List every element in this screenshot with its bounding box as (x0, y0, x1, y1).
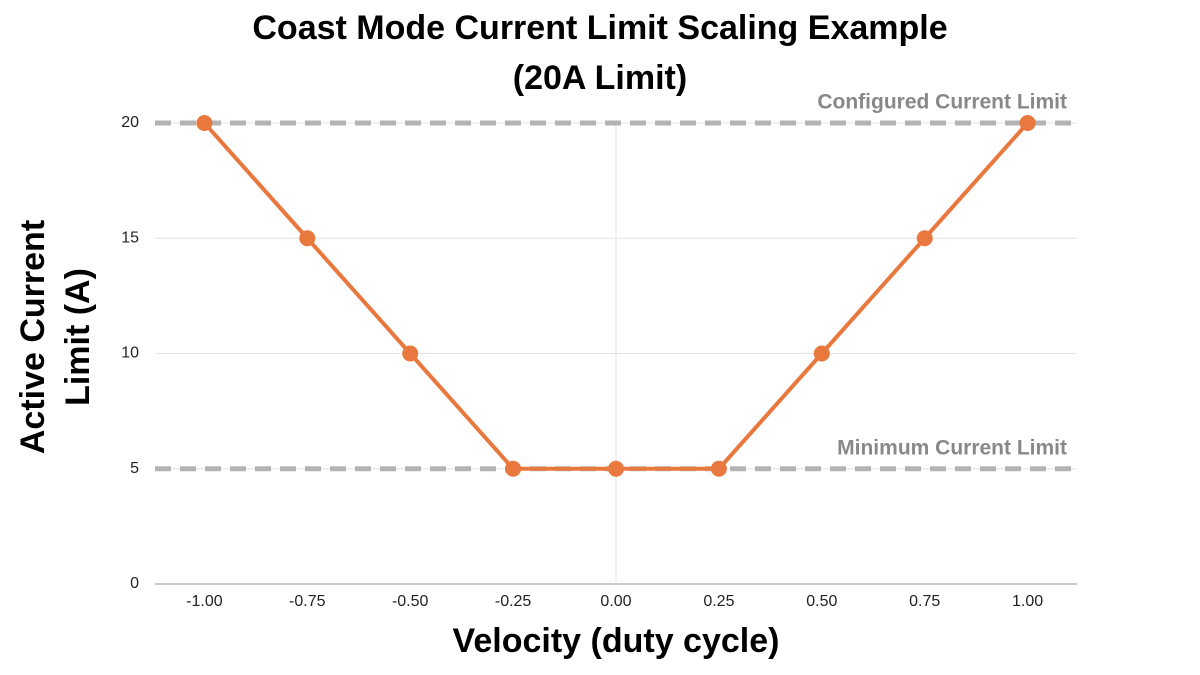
chart-title: Coast Mode Current Limit Scaling Example (252, 9, 947, 47)
y-axis-title: Active Current (14, 220, 52, 454)
x-tick-label: 0.75 (909, 593, 940, 610)
x-tick-label: 0.50 (806, 593, 837, 610)
y-tick-label: 10 (121, 345, 139, 362)
x-tick-label: 0.25 (703, 593, 734, 610)
data-point (710, 460, 727, 477)
data-point (608, 460, 624, 477)
data-point (813, 345, 830, 362)
y-tick-label: 15 (121, 229, 139, 246)
data-point (916, 230, 933, 247)
x-tick-label: -0.75 (289, 593, 326, 610)
data-point (299, 230, 316, 247)
y-tick-label: 0 (130, 575, 139, 592)
chart-title: (20A Limit) (513, 59, 687, 97)
data-point (402, 345, 419, 362)
y-axis-title: Limit (A) (59, 268, 97, 406)
data-point (505, 460, 522, 477)
y-tick-label: 20 (121, 114, 139, 131)
reference-label: Minimum Current Limit (837, 436, 1067, 459)
x-tick-label: -1.00 (186, 593, 223, 610)
data-point (1019, 115, 1036, 131)
x-tick-label: -0.25 (495, 593, 532, 610)
x-tick-label: 1.00 (1012, 593, 1043, 610)
x-tick-label: -0.50 (392, 593, 429, 610)
reference-label: Configured Current Limit (817, 91, 1067, 114)
data-point (196, 115, 213, 131)
x-axis-title: Velocity (duty cycle) (453, 622, 780, 660)
x-tick-label: 0.00 (600, 593, 631, 610)
y-tick-label: 5 (130, 460, 139, 477)
